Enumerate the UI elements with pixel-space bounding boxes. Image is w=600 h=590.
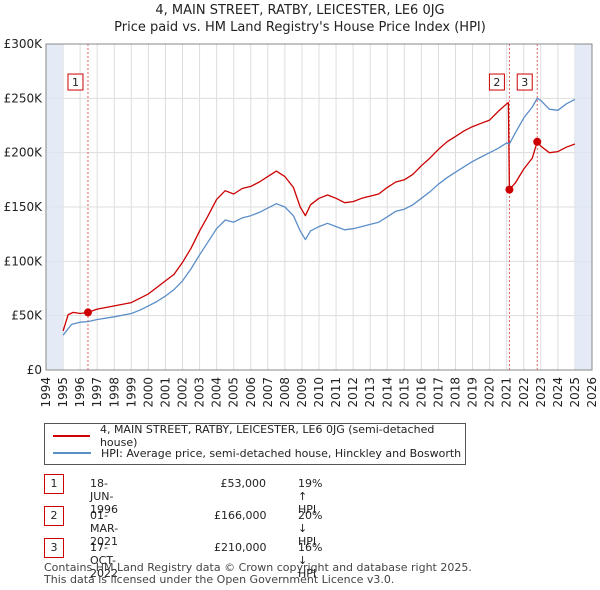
x-tick-label: 2016 [414,377,428,408]
title-line-1: 4, MAIN STREET, RATBY, LEICESTER, LE6 0J… [155,3,445,18]
chart-title: 4, MAIN STREET, RATBY, LEICESTER, LE6 0J… [0,2,600,36]
grid [45,43,593,371]
x-tick-label: 2013 [363,377,377,408]
x-tick-label: 2014 [380,377,394,408]
x-tick-label: 1995 [56,377,70,408]
x-tick-label: 2019 [466,377,480,408]
footer-line-2: This data is licensed under the Open Gov… [44,573,395,586]
x-tick-label: 2003 [193,377,207,408]
sale-label: 1 [72,76,79,89]
footer: Contains HM Land Registry data © Crown c… [44,562,472,586]
sale-date: 17-OCT-2022 [90,541,118,580]
x-tick-label: 2004 [210,377,224,408]
title-line-2: Price paid vs. HM Land Registry's House … [114,20,486,35]
x-tick-label: 2007 [261,377,275,408]
x-tick-label: 2010 [312,377,326,408]
x-tick-label: 1999 [124,377,138,408]
sale-date: 01-MAR-2021 [90,509,119,548]
x-tick-label: 2025 [568,377,582,408]
sale-price: £166,000 [214,509,267,522]
x-tick-label: 1996 [73,377,87,408]
x-tick-label: 2006 [244,377,258,408]
y-tick-label: £50K [11,309,43,323]
legend-swatch-property [53,435,90,437]
x-tick-label: 2018 [449,377,463,408]
sale-hpi-change: 16% ↓ HPI [298,541,323,580]
legend-swatch-hpi [53,452,91,454]
sale-label-box [488,73,505,91]
x-tick-label: 2020 [483,377,497,408]
series-lines [62,97,576,336]
x-tick-label: 2002 [176,377,190,408]
sale-hpi-change: 19% ↑ HPI [298,477,323,516]
property-price-line [62,102,576,332]
sale-badge: 2 [44,506,64,526]
legend: 4, MAIN STREET, RATBY, LEICESTER, LE6 0J… [44,423,466,465]
shaded-range [574,44,592,370]
shaded-range [46,44,64,370]
legend-item-property: 4, MAIN STREET, RATBY, LEICESTER, LE6 0J… [53,423,465,449]
x-tick-label: 2024 [551,377,565,408]
legend-item-hpi: HPI: Average price, semi-detached house,… [53,445,461,461]
y-tick-label: £100K [4,254,44,268]
legend-label-hpi: HPI: Average price, semi-detached house,… [101,446,462,460]
y-tick-label: £200K [4,146,44,160]
sale-point [83,308,92,317]
x-tick-label: 2005 [227,377,241,408]
x-tick-label: 1994 [39,377,53,408]
sale-hpi-change: 20% ↓ HPI [298,509,323,548]
sale-label: 2 [493,76,500,89]
sale-price: £210,000 [214,541,267,554]
y-tick-label: £150K [4,200,44,214]
x-tick-label: 2015 [397,377,411,408]
x-tick-label: 2011 [329,377,343,408]
x-tick-label: 2000 [141,377,155,408]
sale-markers: 1 2 3 [67,73,542,317]
x-tick-label: 2023 [534,377,548,408]
shaded-ranges [46,44,592,370]
x-tick-label: 2001 [158,377,172,408]
legend-label-property: 4, MAIN STREET, RATBY, LEICESTER, LE6 0J… [99,423,435,449]
sale-label-box [67,73,84,91]
y-tick-label: £300K [4,37,44,51]
x-tick-label: 1997 [90,377,104,408]
x-tick-label: 2017 [431,377,445,408]
sale-label-box [516,73,533,91]
x-tick-label: 1998 [107,377,121,408]
sale-point [533,137,542,146]
sale-badge: 1 [44,474,64,494]
x-tick-label: 2008 [278,377,292,408]
x-tick-label: 2021 [500,377,514,408]
x-tick-label: 2026 [585,377,599,408]
sale-point [505,185,514,194]
hpi-line [62,97,576,336]
y-tick-label: £250K [4,91,44,105]
sale-date: 18-JUN-1996 [90,477,118,516]
x-tick-label: 2012 [346,377,360,408]
x-tick-label: 2009 [295,377,309,408]
y-tick-label: £0 [27,363,42,377]
sale-badge: 3 [44,538,64,558]
plot-frame [45,43,593,371]
sale-price: £53,000 [220,477,267,490]
x-tick-label: 2022 [517,377,531,408]
sale-label: 3 [521,76,528,89]
footer-line-1: Contains HM Land Registry data © Crown c… [44,561,472,574]
